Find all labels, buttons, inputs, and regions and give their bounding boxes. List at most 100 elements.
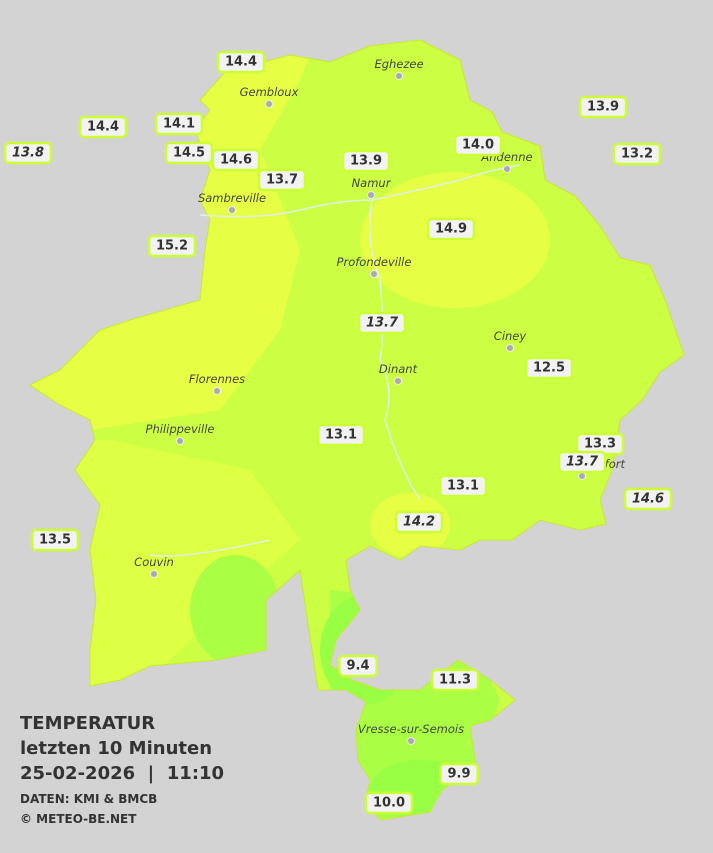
station-value: 13.1: [447, 479, 479, 494]
station: 9.9: [439, 762, 479, 786]
title-datetime: 25-02-2026 | 11:10: [20, 763, 224, 784]
station: 14.6: [623, 487, 673, 511]
city-dot: [395, 72, 403, 80]
station-value: 13.7: [266, 173, 298, 188]
city-name: Florennes: [189, 372, 245, 386]
station-box: [438, 474, 488, 498]
station: 13.2: [612, 142, 662, 166]
station: 14.4: [216, 50, 266, 74]
station-box: [316, 423, 366, 447]
station-value: 13.2: [621, 147, 653, 162]
station-value: 13.7: [366, 316, 399, 331]
station-box: [394, 510, 444, 534]
station-value: 15.2: [156, 239, 188, 254]
station: 12.5: [524, 356, 574, 380]
station-value: 14.6: [632, 492, 664, 507]
station: 14.2: [394, 510, 444, 534]
city-dot: [176, 437, 184, 445]
station-box: [426, 217, 476, 241]
station: 10.0: [364, 791, 414, 815]
station: 13.1: [438, 474, 488, 498]
station-value: 13.9: [587, 100, 619, 115]
station: 13.8: [3, 141, 53, 165]
station-box: [430, 668, 480, 692]
city-name: Couvin: [134, 555, 174, 569]
station-value: 14.1: [163, 117, 195, 132]
station-box: [439, 762, 479, 786]
station-box: [357, 311, 407, 335]
station: 14.6: [211, 148, 261, 172]
station-value: 14.9: [435, 222, 467, 237]
city-name: Sambreville: [198, 191, 266, 205]
station-value: 13.5: [39, 533, 71, 548]
station: 14.9: [426, 217, 476, 241]
city-dot: [213, 387, 221, 395]
station-box: [216, 50, 266, 74]
city-dot: [407, 737, 415, 745]
city-dot: [228, 206, 236, 214]
station: 13.1: [316, 423, 366, 447]
station-box: [3, 141, 53, 165]
station: 14.1: [154, 112, 204, 136]
city-name: Namur: [352, 176, 392, 190]
station-box: [612, 142, 662, 166]
station: 9.4: [338, 654, 378, 678]
city-dot: [367, 191, 375, 199]
title-period: letzten 10 Minuten: [20, 738, 212, 759]
station-box: [623, 487, 673, 511]
city-name: Dinant: [379, 362, 418, 376]
station-value: 14.2: [403, 515, 435, 530]
station-value: 14.4: [225, 55, 257, 70]
station-box: [524, 356, 574, 380]
city-dot: [506, 344, 514, 352]
station-value: 14.6: [220, 153, 252, 168]
station-value: 10.0: [373, 796, 405, 811]
station-value: 14.5: [173, 146, 205, 161]
station-value: 9.9: [447, 767, 470, 782]
station: 14.4: [78, 115, 128, 139]
rivers: [149, 164, 521, 557]
station: 15.2: [147, 234, 197, 258]
station: 14.5: [164, 141, 214, 165]
station: 11.3: [430, 668, 480, 692]
station-box: [453, 133, 503, 157]
station-value: 13.1: [325, 428, 357, 443]
title-heading: TEMPERATUR: [20, 713, 155, 734]
station-value: 13.9: [350, 154, 382, 169]
city-name: Eghezee: [374, 57, 423, 71]
city-name: Gembloux: [240, 85, 299, 99]
station-value: 14.0: [462, 138, 494, 153]
source: DATEN: KMI & BMCB: [20, 792, 157, 806]
labels: EghezeeGemblouxAndenneNamurSambrevillePr…: [3, 50, 673, 815]
station: 14.0: [453, 133, 503, 157]
station: 13.9: [578, 95, 628, 119]
station-box: [364, 791, 414, 815]
station-value: 12.5: [533, 361, 565, 376]
city-dot: [394, 377, 402, 385]
station-value: 13.7: [566, 455, 599, 470]
station-value: 9.4: [346, 659, 369, 674]
station-box: [78, 115, 128, 139]
station-box: [338, 654, 378, 678]
station-box: [341, 149, 391, 173]
station-value: 14.4: [87, 120, 119, 135]
city-name: Philippeville: [146, 422, 215, 436]
station: 13.9: [341, 149, 391, 173]
city-name: Ciney: [494, 329, 527, 343]
station-box: [578, 95, 628, 119]
city-name: Profondeville: [337, 255, 412, 269]
city-name: Vresse-sur-Semois: [358, 722, 464, 736]
station-box: [211, 148, 261, 172]
city-dot: [265, 100, 273, 108]
station: 13.7: [357, 311, 407, 335]
station-box: [557, 450, 607, 474]
station-box: [154, 112, 204, 136]
city-dot: [150, 570, 158, 578]
city-dot: [370, 270, 378, 278]
station-box: [30, 528, 80, 552]
station: 13.3: [575, 432, 625, 456]
station-value: 11.3: [439, 673, 471, 688]
station: 13.7: [257, 168, 307, 192]
copyright: © METEO-BE.NET: [20, 812, 137, 826]
